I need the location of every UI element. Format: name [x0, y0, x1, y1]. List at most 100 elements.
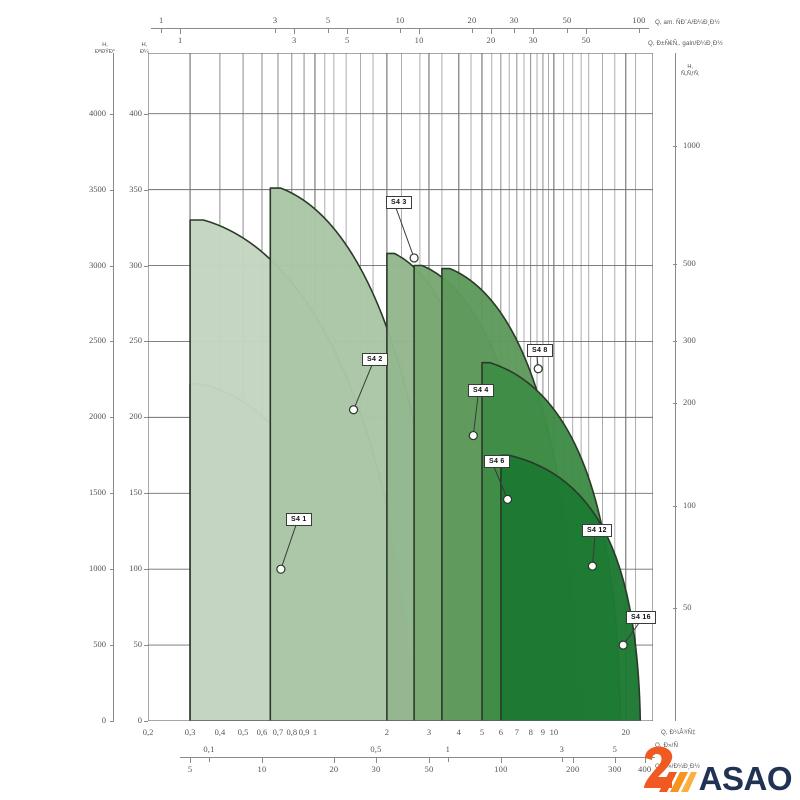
bottom-lpmin-tick: [500, 758, 502, 763]
ytick-m: [144, 341, 148, 343]
ytick-m: [144, 113, 148, 115]
axis-caption-kpa: H, ÐºÐŸÐ°: [95, 42, 116, 55]
ytick-m: [144, 417, 148, 419]
bottom-lpmin-label: 300: [608, 764, 622, 774]
bottom-lpmin-tick: [261, 758, 263, 763]
ytick-kpa: [110, 113, 114, 115]
axis-caption-ft: H, Ñ„ÑƒÑ‚: [681, 64, 700, 77]
bottom-lps-label: 1: [445, 744, 451, 754]
top-usgpm-label: 20: [467, 15, 477, 25]
ytick-ft: [673, 506, 677, 507]
series-label-s4-2: S4 2: [362, 353, 388, 366]
asao-mark-icon: [639, 742, 697, 794]
ytick-kpa: [110, 417, 114, 419]
bottom-lpmin-label: 200: [566, 764, 580, 774]
top-impgpm-label: 5: [344, 35, 350, 45]
top-impgpm-label: 50: [581, 35, 591, 45]
top-impgpm-label: 3: [291, 35, 297, 45]
ytick-m: [144, 265, 148, 267]
top-impgpm-label: 10: [414, 35, 424, 45]
axis-caption-m: H, Ð¼: [140, 42, 149, 55]
performance-envelopes: [189, 187, 642, 721]
ylabel-ft: 50: [683, 602, 692, 612]
top-usgpm-caption: Q, am. ÑÐ¨A/Ð¼Ð¸Ð½: [655, 19, 720, 26]
bottom-lpmin-caption: Q, Ð»/Ð¼Ð¸Ð½: [655, 763, 700, 770]
ylabel-kpa: 1000: [89, 563, 106, 574]
bottom-lpmin-label: 50: [424, 764, 434, 774]
plot-area: [148, 53, 653, 721]
ylabel-kpa: 0: [101, 715, 106, 725]
xlabel-m3h: 20: [621, 727, 631, 737]
xlabel-m3h: 8: [528, 727, 533, 737]
ylabel-ft: 200: [683, 397, 696, 407]
ytick-ft: [673, 608, 677, 609]
top-usgpm-tick: [400, 28, 402, 33]
top-impgpm-tick: [533, 29, 535, 34]
ylabel-m: 150: [129, 487, 142, 498]
series-label-s4-16: S4 16: [626, 611, 656, 624]
ylabel-kpa: 3500: [89, 183, 106, 194]
asao-logo: ASAO: [639, 742, 793, 797]
bottom-lpmin-label: 100: [494, 764, 508, 774]
top-impgpm-caption: Q, Ð±Ñ€Ñ‚. galn/Ð¼Ð¸Ð½: [648, 40, 723, 47]
xlabel-m3h: 10: [549, 727, 559, 737]
xlabel-m3h: 7: [514, 727, 519, 737]
top-impgpm-tick: [347, 29, 349, 34]
series-label-s4-6: S4 6: [484, 455, 510, 468]
asao-wordmark: ASAO: [698, 759, 793, 797]
ylabel-kpa: 500: [93, 639, 106, 650]
top-usgpm-label: 100: [632, 15, 646, 25]
top-impgpm-label: 20: [486, 35, 496, 45]
xlabel-m3h: 2: [384, 727, 389, 737]
top-usgpm-label: 50: [562, 15, 572, 25]
xlabel-m3h: 0,4: [214, 727, 226, 737]
bottom-lpmin-line: [180, 757, 655, 758]
ytick-kpa: [110, 493, 114, 495]
bottom-lpmin-label: 20: [329, 764, 339, 774]
axis-caption-m3h: Q, Ð¼Â³/Ñ‡: [661, 729, 696, 736]
ylabel-m: 350: [129, 183, 142, 194]
bottom-lps-label: 0,5: [370, 744, 382, 754]
kpa-axis-spine: [113, 53, 114, 721]
top-usgpm-tick: [514, 28, 516, 33]
top-usgpm-tick: [328, 28, 330, 33]
bottom-lpmin-tick: [190, 758, 192, 763]
ylabel-m: 250: [129, 335, 142, 346]
top-usgpm-tick: [471, 28, 473, 33]
xlabel-m3h: 3: [426, 727, 432, 737]
bottom-lpmin-label: 5: [187, 764, 193, 774]
ylabel-kpa: 2000: [89, 411, 106, 422]
top-usgpm-tick: [638, 28, 640, 33]
top-usgpm-tick: [161, 28, 163, 33]
ytick-ft: [673, 264, 677, 265]
ylabel-m: 200: [129, 411, 142, 422]
top-impgpm-tick: [491, 29, 492, 34]
ylabel-m: 0: [137, 715, 142, 725]
bottom-lpmin-tick: [572, 758, 574, 763]
series-label-s4-3: S4 3: [386, 196, 412, 209]
bottom-lpmin-tick: [614, 758, 616, 763]
bottom-lpmin-label: 30: [371, 764, 381, 774]
ytick-kpa: [110, 189, 114, 191]
ytick-m: [144, 569, 148, 571]
ytick-ft: [673, 146, 677, 147]
ylabel-kpa: 2500: [89, 335, 106, 346]
xlabel-m3h: 0,9: [298, 727, 310, 737]
xlabel-m3h: 0,5: [237, 727, 249, 737]
top-impgpm-label: 1: [177, 35, 183, 45]
ytick-m: [144, 493, 148, 495]
ylabel-kpa: 1500: [89, 487, 106, 498]
top-usgpm-label: 3: [272, 15, 278, 25]
xlabel-m3h: 5: [479, 727, 485, 737]
bottom-lps-label: 0,1: [203, 744, 215, 754]
top-impgpm-tick: [586, 29, 588, 34]
top-usgpm-tick: [275, 28, 277, 33]
ytick-kpa: [110, 569, 114, 571]
top-usgpm-label: 10: [395, 15, 405, 25]
ytick-kpa: [110, 721, 114, 722]
bottom-lps-tick: [447, 757, 449, 762]
series-label-s4-12: S4 12: [582, 524, 612, 537]
ylabel-ft: 300: [683, 335, 696, 345]
xlabel-m3h: 6: [498, 727, 503, 737]
